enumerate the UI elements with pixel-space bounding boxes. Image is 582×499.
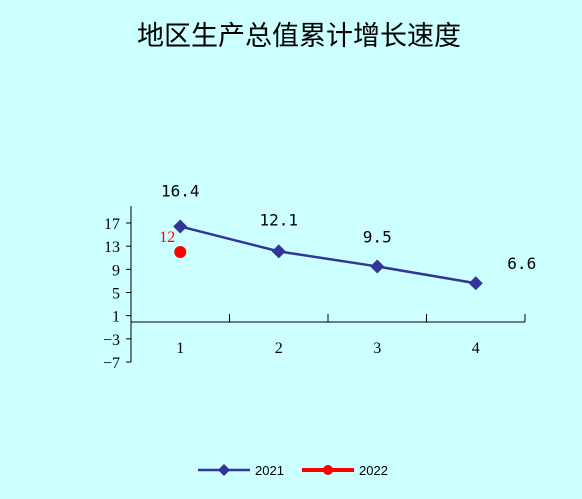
legend-marker-2021	[218, 464, 230, 476]
x-tick-label: 1	[176, 340, 184, 357]
legend-label-2021: 2021	[255, 463, 284, 478]
data-point-2021	[370, 259, 385, 274]
y-tick-label: 17	[104, 216, 120, 233]
legend: 2021 2022	[198, 463, 388, 478]
y-tick-label: 1	[112, 309, 120, 326]
y-tick-label: 13	[104, 239, 120, 256]
y-tick-label: 5	[112, 286, 120, 303]
data-point-2022	[174, 245, 187, 258]
data-label-2021: 16.4	[161, 181, 200, 200]
series-line-2021	[179, 225, 476, 285]
data-label-2021: 12.1	[259, 210, 298, 229]
data-label-2021: 9.5	[363, 227, 392, 246]
data-point-2021	[271, 244, 286, 259]
data-label-2021: 6.6	[507, 254, 536, 273]
chart-title: 地区生产总值累计增长速度	[137, 21, 461, 52]
x-tick-label: 2	[275, 340, 283, 357]
legend-marker-2022	[323, 465, 333, 475]
series-2021: 16.4 12.1 9.5 6.6	[161, 181, 536, 291]
data-point-2021	[468, 276, 483, 291]
x-tick-label: 3	[373, 340, 381, 357]
data-point-2021	[173, 219, 188, 234]
legend-label-2022: 2022	[359, 463, 388, 478]
y-tick-label: −7	[103, 355, 120, 372]
y-tick-label: 9	[112, 262, 120, 279]
data-label-2022: 12	[159, 229, 175, 246]
y-tick-label: −3	[103, 332, 120, 349]
series-2022: 12	[159, 229, 187, 258]
x-tick-label: 4	[472, 340, 480, 357]
